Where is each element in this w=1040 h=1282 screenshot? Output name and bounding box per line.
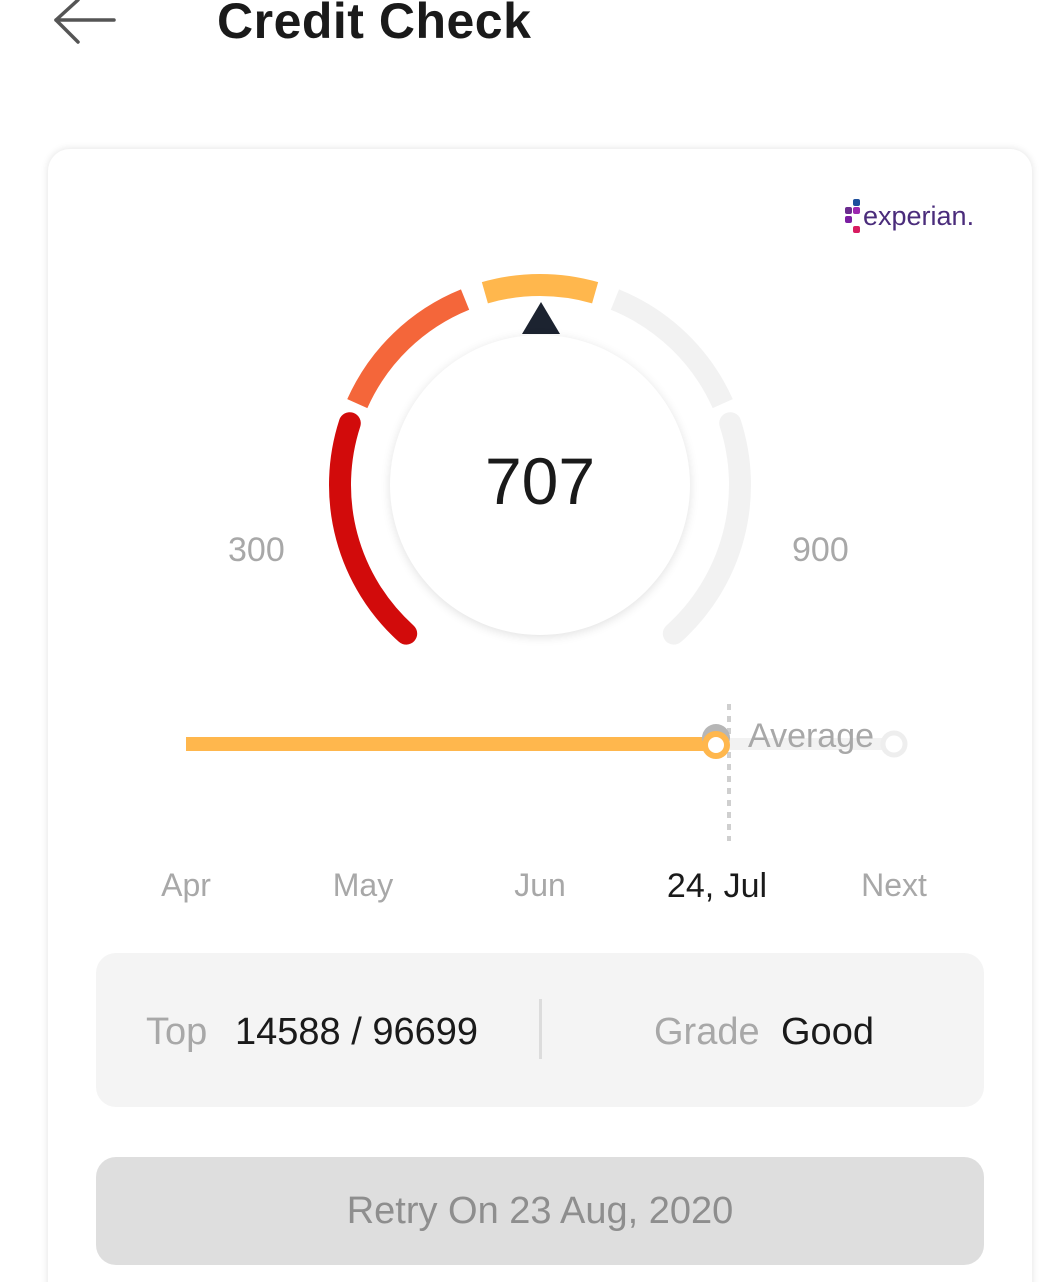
next-point-marker xyxy=(880,730,908,758)
average-label: Average xyxy=(748,717,875,755)
header: Credit Check xyxy=(0,0,1040,80)
experian-logo: experian. xyxy=(845,199,985,241)
month-tab-jul[interactable]: 24, Jul xyxy=(666,867,768,905)
grade-label: Grade xyxy=(654,1011,760,1053)
month-tab-may[interactable]: May xyxy=(332,867,394,903)
month-tab-jun[interactable]: Jun xyxy=(514,867,566,903)
score-history: Average xyxy=(48,689,1032,889)
score-circle: 707 xyxy=(390,335,690,635)
gauge-pointer-icon xyxy=(522,302,560,334)
credit-score-value: 707 xyxy=(484,444,596,518)
top-rank-label: Top xyxy=(146,1011,208,1053)
gauge-segment-good xyxy=(481,274,599,304)
score-gauge xyxy=(329,274,751,645)
gauge-min-label: 300 xyxy=(228,531,285,569)
gauge-segment-fair xyxy=(347,289,470,409)
back-button[interactable] xyxy=(50,0,120,48)
month-tab-apr[interactable]: Apr xyxy=(161,867,211,903)
month-tabs: Apr May Jun 24, Jul Next xyxy=(48,867,1032,917)
arrow-left-icon xyxy=(54,0,116,44)
month-tab-next[interactable]: Next xyxy=(861,867,927,903)
gauge-max-label: 900 xyxy=(792,531,849,569)
credit-score-card: experian. 707 300 900 Average Apr May xyxy=(48,149,1032,1282)
gauge-segment-excellent xyxy=(662,412,751,645)
grade-value: Good xyxy=(781,1011,874,1053)
brand-name: experian. xyxy=(863,201,975,231)
top-rank-value: 14588 / 96699 xyxy=(235,1011,479,1053)
history-line-chart xyxy=(186,704,908,841)
page-title: Credit Check xyxy=(217,0,532,49)
rank-grade-panel: Top 14588 / 96699 Grade Good xyxy=(96,953,984,1107)
current-point-marker xyxy=(702,731,730,759)
gauge-segment-poor xyxy=(329,412,418,645)
stats-divider xyxy=(539,999,542,1059)
gauge-segment-very-good xyxy=(610,289,733,409)
retry-button[interactable]: Retry On 23 Aug, 2020 xyxy=(96,1157,984,1265)
